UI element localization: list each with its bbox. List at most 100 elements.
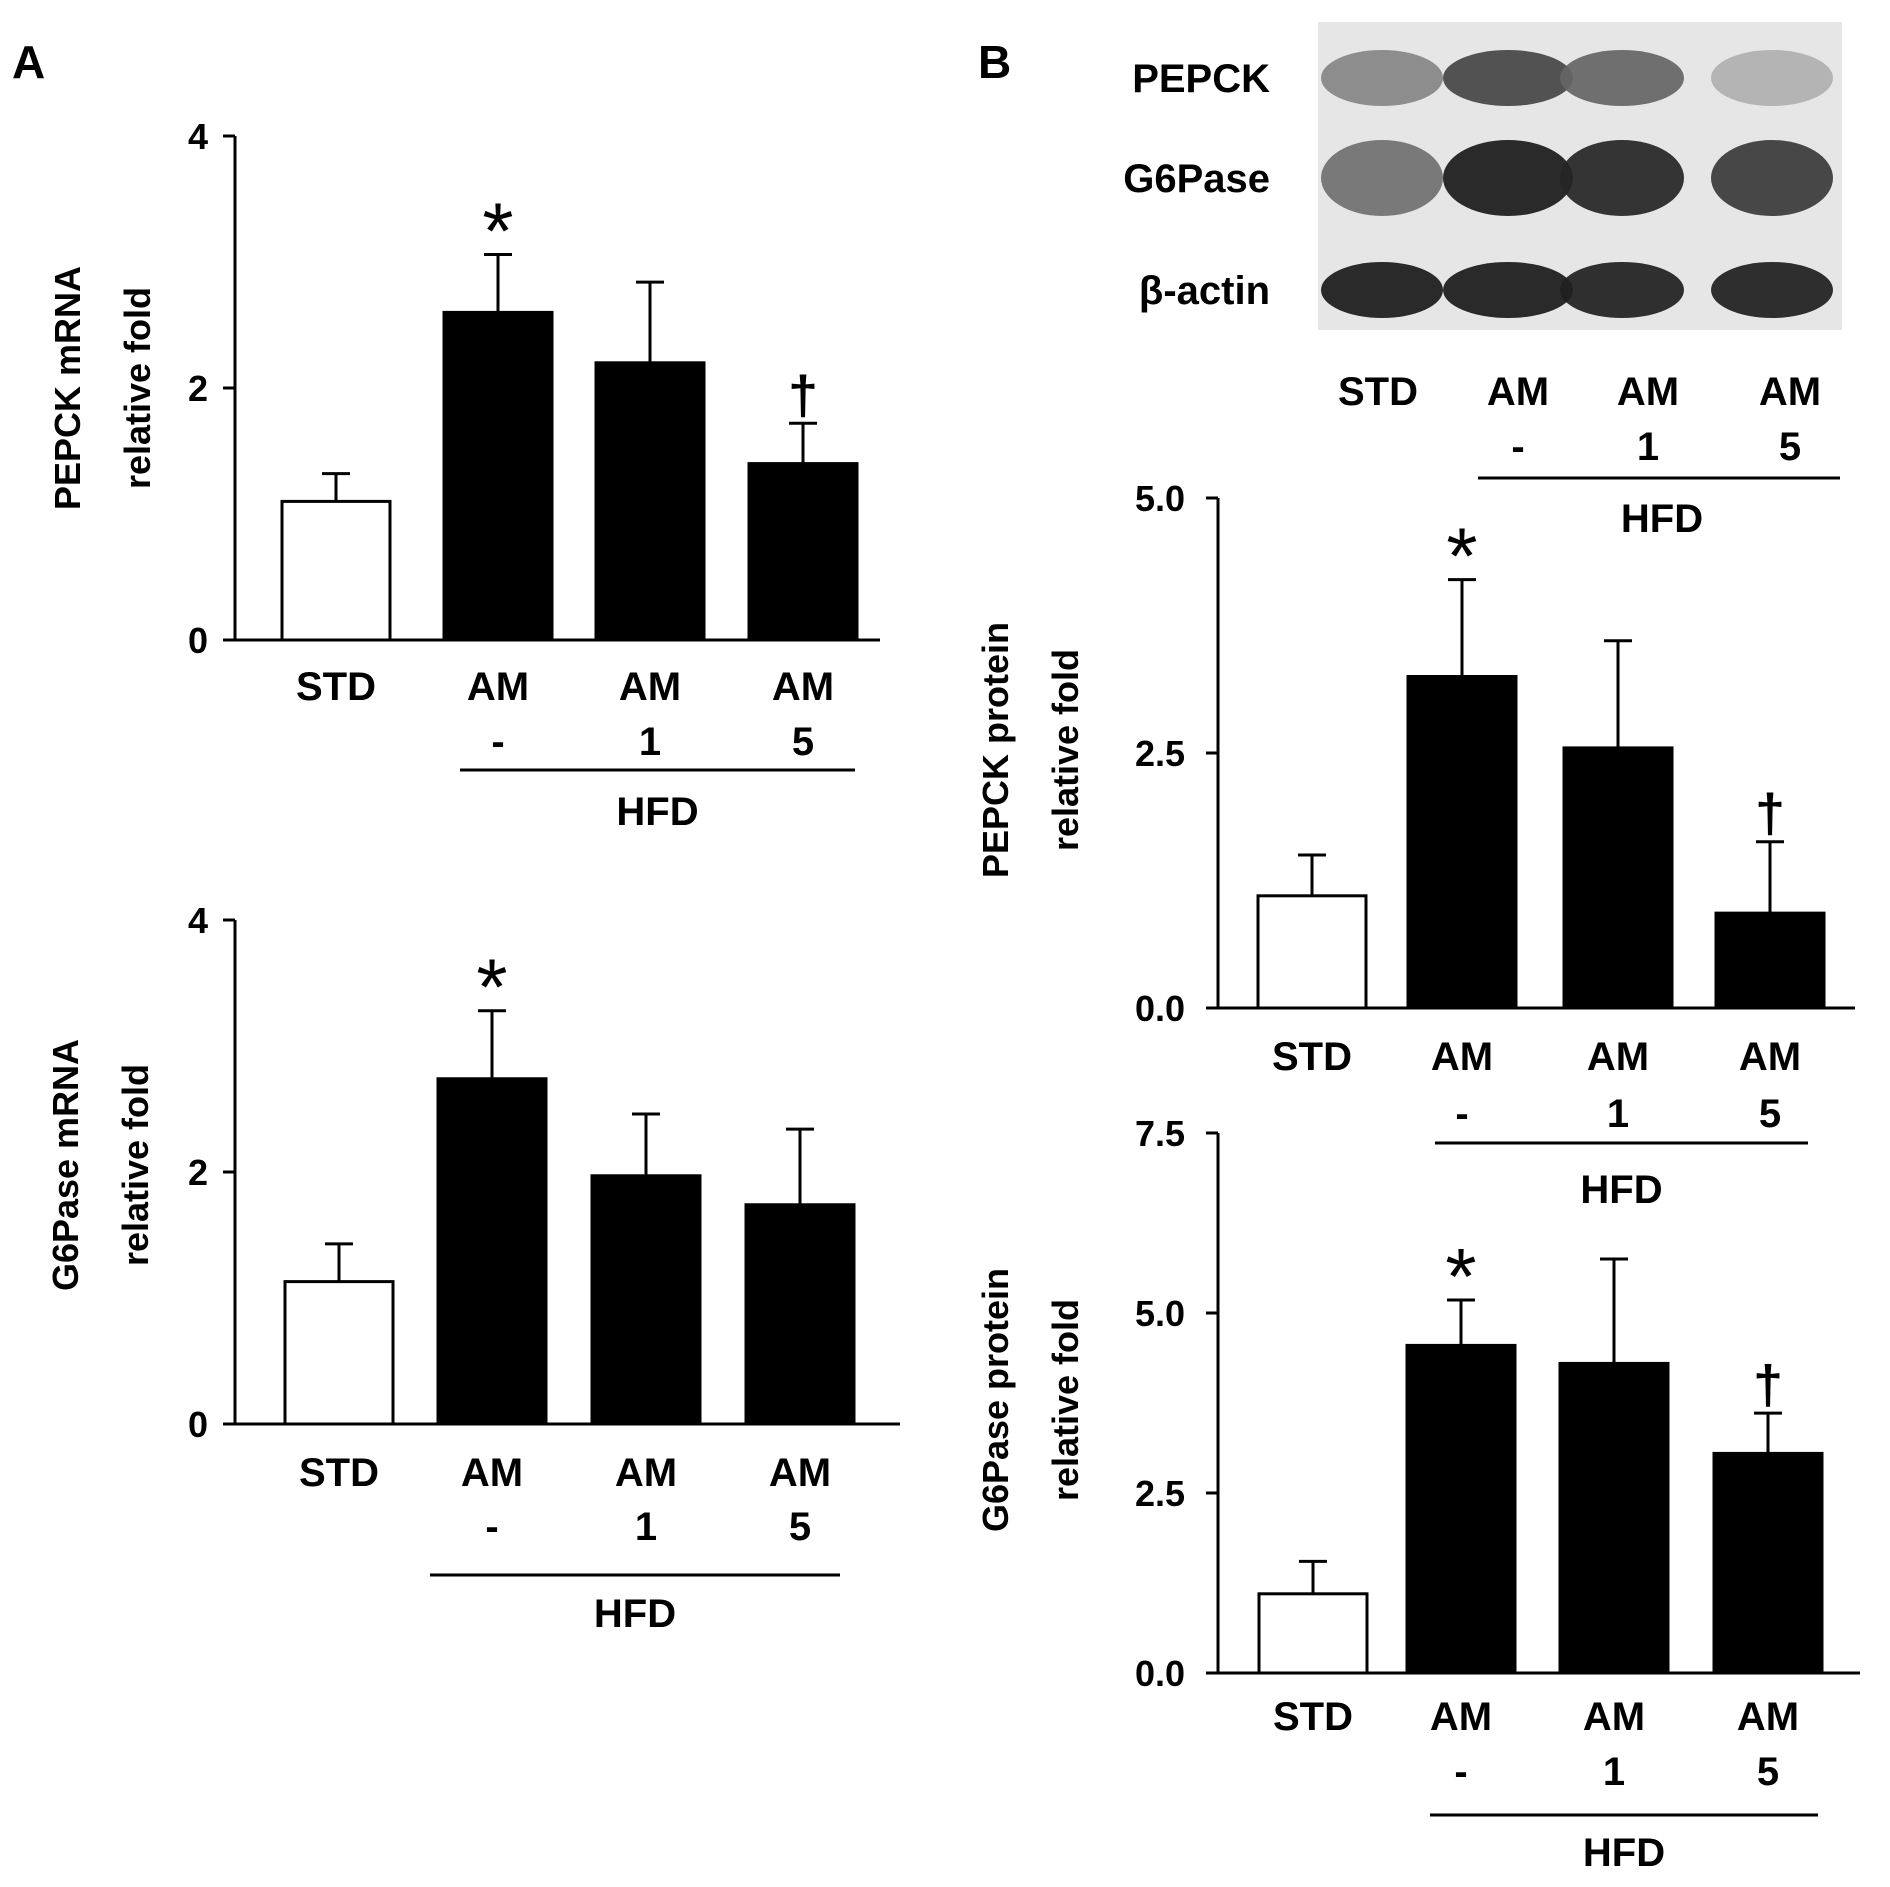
y-axis-label: G6Pase protein (975, 1268, 1016, 1532)
blot-band (1321, 140, 1443, 216)
y-tick-label: 5.0 (1135, 1293, 1185, 1334)
blot-band (1321, 50, 1443, 106)
y-tick-label: 2.5 (1135, 733, 1185, 774)
y-tick-label: 0.0 (1135, 1653, 1185, 1694)
chart-3: 0.0 2.5 5.0 PEPCK protein relative fold STD * A… (975, 478, 1855, 1212)
category-label: AM (769, 1451, 831, 1495)
chart-1: 0 2 4 PEPCK mRNA relative fold STD * AM - AM 1 † AM 5… (47, 116, 880, 834)
significance-mark: † (1755, 784, 1785, 844)
significance-mark: † (1753, 1355, 1783, 1415)
chart-2: 0 2 4 G6Pase mRNA relative fold STD * AM - AM 1 AM 5… (45, 900, 900, 1636)
significance-mark: * (1446, 512, 1477, 601)
group-label: HFD (1580, 1168, 1662, 1212)
y-tick-label: 4 (188, 900, 208, 941)
blot-band (1711, 50, 1833, 106)
panel-label-b: B (978, 36, 1011, 88)
y-tick-label: 5.0 (1135, 478, 1185, 519)
category-label: AM (1583, 1695, 1645, 1739)
bar (1714, 911, 1826, 1010)
dose-label: - (485, 1505, 498, 1549)
bar (747, 462, 859, 642)
bar (744, 1203, 856, 1426)
category-label: AM (619, 665, 681, 709)
y-tick-label: 0.0 (1135, 988, 1185, 1029)
bar (280, 499, 392, 642)
bar (436, 1077, 548, 1426)
blot-row-label: β-actin (1139, 269, 1270, 313)
y-tick-label: 2 (188, 1152, 208, 1193)
blot-band (1321, 262, 1443, 318)
y-tick-label: 4 (188, 116, 208, 157)
bar (283, 1280, 395, 1426)
blot-group-label: HFD (1621, 497, 1703, 541)
significance-mark: * (482, 186, 513, 275)
blot-band (1560, 50, 1684, 106)
blot-band (1443, 140, 1573, 216)
dose-label: - (1455, 1092, 1468, 1136)
bar (594, 361, 706, 642)
category-label: AM (1431, 1035, 1493, 1079)
blot-lane-label: AM (1617, 370, 1679, 414)
blot-lane-label: STD (1338, 370, 1418, 414)
blot-dose-label: 1 (1637, 425, 1659, 469)
bar (1256, 894, 1368, 1010)
y-axis-label: relative fold (115, 1064, 156, 1266)
blot-band (1560, 140, 1684, 216)
y-axis-label: PEPCK protein (975, 622, 1016, 878)
bar (1406, 675, 1518, 1010)
category-label: AM (1587, 1035, 1649, 1079)
blot-band (1711, 140, 1833, 216)
significance-mark: † (788, 365, 818, 425)
blot-dose-label: 5 (1779, 425, 1801, 469)
category-label: AM (461, 1451, 523, 1495)
category-label: AM (1737, 1695, 1799, 1739)
y-axis-label: relative fold (1045, 649, 1086, 851)
bar (1405, 1343, 1517, 1675)
blot-band (1711, 262, 1833, 318)
category-label: AM (772, 665, 834, 709)
bar-charts: 0 2 4 PEPCK mRNA relative fold STD * AM - AM 1 † AM 5… (45, 116, 1860, 1875)
panel-label-a: A (12, 36, 45, 88)
dose-label: 5 (792, 720, 814, 764)
dose-label: 5 (1759, 1092, 1781, 1136)
y-tick-label: 7.5 (1135, 1113, 1185, 1154)
blot-row-label: G6Pase (1123, 157, 1270, 201)
category-label: AM (1739, 1035, 1801, 1079)
blot-band (1560, 262, 1684, 318)
y-axis-label: PEPCK mRNA (47, 266, 88, 510)
dose-label: 1 (635, 1505, 657, 1549)
western-blot: PEPCK G6Pase β-actin STD AM - AM 1 AM 5 HFD (1123, 22, 1842, 541)
y-axis-label: G6Pase mRNA (45, 1039, 86, 1291)
bar (442, 310, 554, 642)
y-tick-label: 0 (188, 1404, 208, 1445)
significance-mark: * (1445, 1232, 1476, 1321)
dose-label: 5 (789, 1505, 811, 1549)
category-label: STD (1273, 1695, 1353, 1739)
y-axis-label: relative fold (117, 287, 158, 489)
bar (590, 1174, 702, 1426)
bar (1712, 1451, 1824, 1675)
blot-lane-label: AM (1487, 370, 1549, 414)
y-tick-label: 2.5 (1135, 1473, 1185, 1514)
blot-lane-label: AM (1759, 370, 1821, 414)
bar (1562, 746, 1674, 1010)
y-axis-label: relative fold (1045, 1299, 1086, 1501)
category-label: STD (1272, 1035, 1352, 1079)
blot-band (1443, 50, 1573, 106)
y-tick-label: 0 (188, 620, 208, 661)
dose-label: - (491, 720, 504, 764)
category-label: STD (299, 1451, 379, 1495)
category-label: STD (296, 665, 376, 709)
dose-label: 1 (1603, 1750, 1625, 1794)
dose-label: - (1454, 1750, 1467, 1794)
bar (1558, 1361, 1670, 1675)
bar (1257, 1592, 1369, 1675)
blot-band (1443, 262, 1573, 318)
dose-label: 1 (1607, 1092, 1629, 1136)
group-label: HFD (1583, 1831, 1665, 1875)
blot-dose-label: - (1511, 425, 1524, 469)
dose-label: 1 (639, 720, 661, 764)
y-tick-label: 2 (188, 368, 208, 409)
category-label: AM (615, 1451, 677, 1495)
